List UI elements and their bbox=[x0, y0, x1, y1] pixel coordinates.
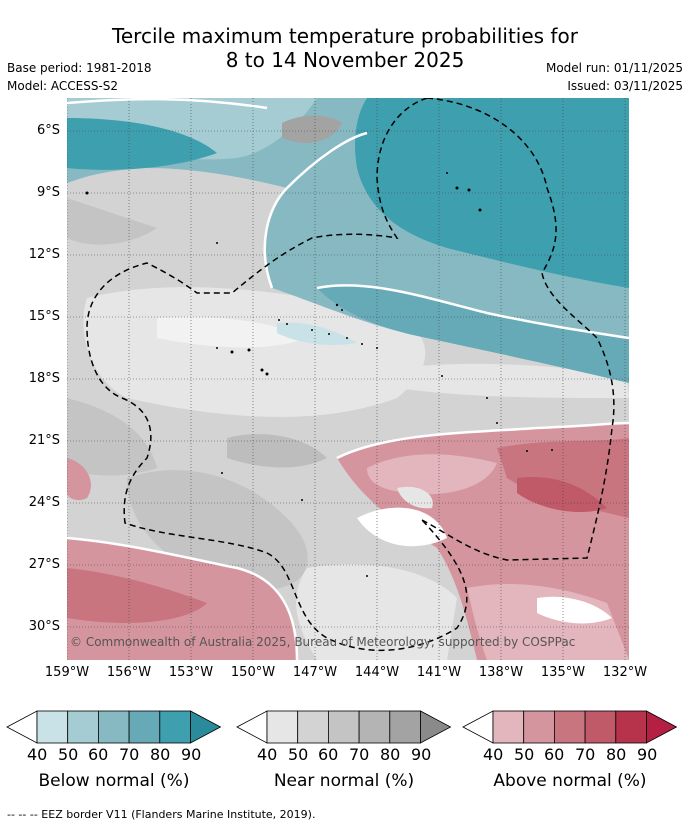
lat-label-18s: 18°S bbox=[28, 371, 60, 386]
colorbar-segment bbox=[615, 710, 647, 744]
lon-label-150w: 150°W bbox=[230, 665, 276, 680]
tick-above-80: 80 bbox=[606, 745, 627, 764]
lat-label-21s: 21°S bbox=[28, 433, 60, 448]
colorbar-title-below: Below normal (%) bbox=[38, 771, 190, 791]
tick-below-70: 70 bbox=[119, 745, 140, 764]
lon-label-144w: 144°W bbox=[354, 665, 400, 680]
tick-below-80: 80 bbox=[150, 745, 171, 764]
base-period-text: Base period: 1981-2018 bbox=[7, 61, 152, 75]
title-line-2: 8 to 14 November 2025 bbox=[225, 48, 465, 72]
tick-near-50: 50 bbox=[288, 745, 309, 764]
tick-near-70: 70 bbox=[349, 745, 370, 764]
tick-below-40: 40 bbox=[27, 745, 48, 764]
lon-label-153w: 153°W bbox=[168, 665, 214, 680]
colorbar-segment bbox=[266, 710, 299, 744]
lon-label-159w: 159°W bbox=[44, 665, 90, 680]
tick-above-90: 90 bbox=[637, 745, 658, 764]
colorbar-segment bbox=[159, 710, 191, 744]
lon-label-138w: 138°W bbox=[478, 665, 524, 680]
eez-footnote: -- -- -- EEZ border V11 (Flanders Marine… bbox=[7, 808, 316, 821]
lat-label-30s: 30°S bbox=[28, 619, 60, 634]
colorbar-segment bbox=[523, 710, 555, 744]
tick-near-60: 60 bbox=[318, 745, 339, 764]
lat-label-24s: 24°S bbox=[28, 495, 60, 510]
eez-borders bbox=[86, 98, 615, 652]
colorbar-ticks-below: 40 50 60 70 80 90 bbox=[7, 745, 221, 767]
tick-near-80: 80 bbox=[380, 745, 401, 764]
colorbar-segment bbox=[554, 710, 586, 744]
lon-label-141w: 141°W bbox=[416, 665, 462, 680]
colorbar-extend-high bbox=[190, 710, 222, 744]
lon-label-135w: 135°W bbox=[540, 665, 586, 680]
colorbar-near-normal bbox=[236, 710, 452, 744]
tick-above-70: 70 bbox=[575, 745, 596, 764]
lat-label-6s: 6°S bbox=[36, 123, 60, 138]
colorbar-segment bbox=[98, 710, 130, 744]
model-text: Model: ACCESS-S2 bbox=[7, 79, 119, 93]
lon-label-147w: 147°W bbox=[292, 665, 338, 680]
colorbar-ticks-above: 40 50 60 70 80 90 bbox=[463, 745, 677, 767]
colorbar-ticks-near: 40 50 60 70 80 90 bbox=[237, 745, 451, 767]
tick-above-50: 50 bbox=[514, 745, 535, 764]
model-run-text: Model run: 01/11/2025 bbox=[545, 61, 683, 75]
colorbar-segment bbox=[584, 710, 617, 744]
lat-label-27s: 27°S bbox=[28, 557, 60, 572]
colorbar-segment bbox=[358, 710, 391, 744]
colorbar-segment bbox=[128, 710, 161, 744]
colorbar-extend-high bbox=[646, 710, 678, 744]
colorbar-extend-high bbox=[420, 710, 452, 744]
title-line-1: Tercile maximum temperature probabilitie… bbox=[112, 24, 578, 48]
colorbar-extend-low bbox=[236, 710, 268, 744]
probability-map bbox=[67, 98, 629, 660]
probability-shading bbox=[67, 98, 629, 660]
tick-near-90: 90 bbox=[411, 745, 432, 764]
colorbar-segment bbox=[328, 710, 360, 744]
copyright-text: © Commonwealth of Australia 2025, Bureau… bbox=[70, 635, 576, 649]
graticule bbox=[67, 98, 629, 660]
tick-near-40: 40 bbox=[257, 745, 278, 764]
lat-label-15s: 15°S bbox=[28, 309, 60, 324]
meta-right: Model run: 01/11/2025 Issued: 03/11/2025 bbox=[546, 59, 683, 95]
tick-below-90: 90 bbox=[181, 745, 202, 764]
tercile-boundary bbox=[67, 98, 629, 660]
colorbar-segment bbox=[389, 710, 421, 744]
colorbar-below-normal bbox=[6, 710, 222, 744]
colorbar-title-near: Near normal (%) bbox=[273, 771, 415, 791]
tick-above-60: 60 bbox=[544, 745, 565, 764]
colorbar-graphics bbox=[6, 710, 678, 744]
colorbar-extend-low bbox=[462, 710, 494, 744]
lat-label-9s: 9°S bbox=[36, 185, 60, 200]
lon-label-156w: 156°W bbox=[106, 665, 152, 680]
lon-label-132w: 132°W bbox=[602, 665, 648, 680]
colorbar-segment bbox=[36, 710, 69, 744]
colorbar-above-normal bbox=[462, 710, 678, 744]
tick-below-50: 50 bbox=[58, 745, 79, 764]
tick-above-40: 40 bbox=[483, 745, 504, 764]
colorbar-segment bbox=[67, 710, 99, 744]
colorbar-segment bbox=[492, 710, 525, 744]
colorbar-title-above: Above normal (%) bbox=[493, 771, 647, 791]
islands bbox=[85, 172, 553, 577]
lat-label-12s: 12°S bbox=[28, 247, 60, 262]
meta-left: Base period: 1981-2018 Model: ACCESS-S2 bbox=[7, 59, 152, 95]
tick-below-60: 60 bbox=[88, 745, 109, 764]
map-title: Tercile maximum temperature probabilitie… bbox=[0, 24, 690, 72]
issued-text: Issued: 03/11/2025 bbox=[567, 79, 683, 93]
colorbar-extend-low bbox=[6, 710, 38, 744]
colorbar-segment bbox=[297, 710, 329, 744]
